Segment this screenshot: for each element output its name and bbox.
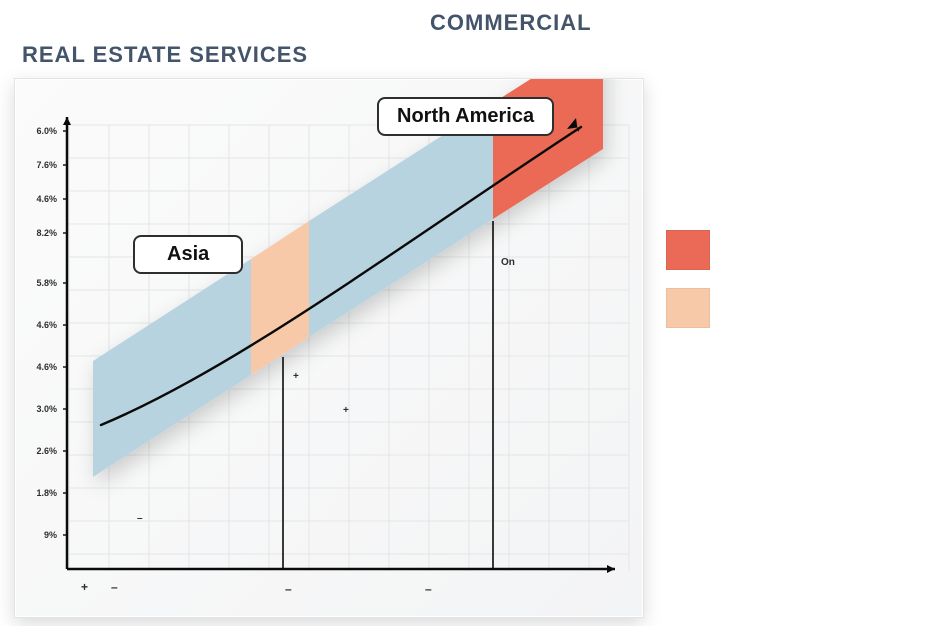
legend-item-north-america [666, 230, 720, 270]
legend-swatch-north-america [666, 230, 710, 270]
svg-text:4.6%: 4.6% [36, 320, 57, 330]
asia-chip: Asia [133, 235, 243, 274]
svg-text:3.0%: 3.0% [36, 404, 57, 414]
svg-text:4.6%: 4.6% [36, 194, 57, 204]
svg-text:4.6%: 4.6% [36, 362, 57, 372]
svg-text:On: On [501, 257, 515, 268]
title-line1: COMMERCIAL [430, 10, 592, 36]
svg-text:2.6%: 2.6% [36, 446, 57, 456]
svg-text:–: – [111, 580, 118, 594]
svg-text:+: + [343, 405, 349, 416]
chart-svg: 6.0% 7.6% 4.6% 8.2% 5.8% 4.6% 4.6% 3.0% 2.6% 1.8%… [15, 79, 645, 619]
legend-swatch-asia [666, 288, 710, 328]
na-chip: North America [377, 97, 554, 136]
svg-text:+: + [293, 371, 299, 382]
svg-text:6.0%: 6.0% [36, 126, 57, 136]
svg-text:5.8%: 5.8% [36, 278, 57, 288]
svg-text:–: – [137, 513, 143, 524]
svg-text:–: – [425, 582, 432, 596]
svg-text:8.2%: 8.2% [36, 228, 57, 238]
svg-text:7.6%: 7.6% [36, 160, 57, 170]
legend [666, 230, 720, 346]
svg-text:+: + [81, 580, 88, 594]
legend-item-asia [666, 288, 720, 328]
svg-text:1.8%: 1.8% [36, 488, 57, 498]
svg-text:–: – [285, 582, 292, 596]
page: COMMERCIAL REAL ESTATE SERVICES 6.0% 7.6%… [0, 0, 940, 626]
chart-panel: 6.0% 7.6% 4.6% 8.2% 5.8% 4.6% 4.6% 3.0% 2.6% 1.8%… [14, 78, 644, 618]
svg-text:9%: 9% [44, 530, 57, 540]
title-line2: REAL ESTATE SERVICES [22, 42, 308, 68]
